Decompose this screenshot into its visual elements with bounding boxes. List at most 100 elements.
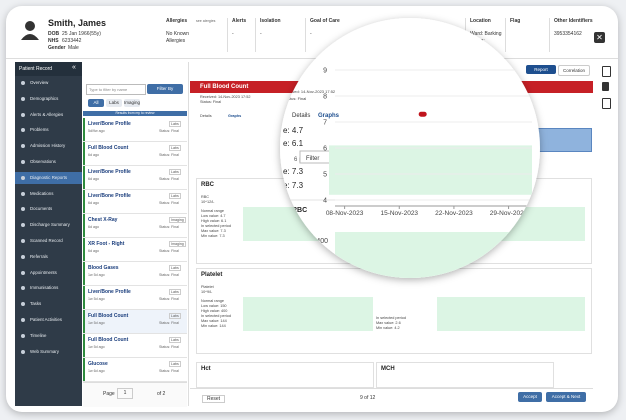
lower-tick-label: 300 [316, 289, 328, 296]
panel-title: RBC [201, 182, 214, 188]
list-item[interactable]: Full Blood Count 1w 5d ago Status: Final La… [83, 334, 187, 358]
y-tick-label: 9 [323, 68, 327, 75]
accept-next-button[interactable]: Accept & Next [546, 392, 586, 402]
list-item[interactable]: Blood Gases 1w 5d ago Status: Final Labs [83, 262, 187, 286]
sidebar-item[interactable]: Tasks [15, 298, 82, 310]
item-title: Full Blood Count [88, 313, 129, 319]
sidebar-item[interactable]: Patient Activities [15, 314, 82, 326]
item-time: 6d ago [88, 153, 99, 157]
panel-line: High value: 6.1 [201, 219, 227, 223]
item-tag: Labs [169, 145, 181, 151]
report-button[interactable]: Report [526, 65, 556, 74]
item-time: 6d ago [88, 249, 99, 253]
banner-label: Flag [510, 18, 521, 24]
nhs: 6233442 [62, 38, 82, 44]
banner-value: Ward: Barking [470, 31, 502, 37]
sidebar-item[interactable]: Problems [15, 124, 82, 136]
y-tick-label: 4 [323, 198, 327, 205]
filter-tab[interactable]: Labs [106, 99, 122, 107]
sidebar-item[interactable]: Referrals [15, 251, 82, 263]
collapse-button[interactable]: « [72, 64, 76, 71]
banner-value: Allergies [166, 38, 186, 44]
item-status: Status: Final [159, 225, 179, 229]
list-item[interactable]: Liver/Bone Profile 5d/9w ago Status: Final… [83, 118, 187, 142]
sidebar-item[interactable]: Alerts & Allergies [15, 109, 82, 121]
mag-tab-details[interactable]: Details [292, 113, 310, 119]
item-tag: Imaging [169, 241, 186, 247]
sidebar-icon [21, 128, 25, 133]
list-item[interactable]: Full Blood Count 6d ago Status: Final Labs [83, 142, 187, 166]
panel-name: RBC [201, 195, 210, 199]
list-item[interactable]: XR Foot - Right 6d ago Status: Final Imagin… [83, 238, 187, 262]
filter-tab[interactable]: All [88, 99, 104, 107]
lower-band [335, 232, 535, 278]
item-status: Status: Final [159, 201, 179, 205]
pager: Page 1 of 2 [83, 382, 187, 407]
sidebar-item[interactable]: Immunisations [15, 282, 82, 294]
nhs-label: NHS [48, 38, 59, 44]
banner-value: No Known [166, 31, 190, 37]
mag-status: Status: Final [284, 96, 306, 101]
sidebar-item[interactable]: Overview [15, 77, 82, 89]
list-item[interactable]: Liver/Bone Profile 6d ago Status: Final Lab… [83, 166, 187, 190]
sidebar-item[interactable]: Demographics [15, 93, 82, 105]
status-bar [83, 286, 85, 309]
sidebar-item[interactable]: Medications [15, 188, 82, 200]
reset-button[interactable]: Reset [202, 395, 226, 403]
sidebar-item[interactable]: Discharge Summary [15, 219, 82, 231]
item-time: 6d ago [88, 177, 99, 181]
sidebar-item[interactable]: Observations [15, 156, 82, 168]
sidebar-icon [21, 270, 25, 275]
normal-range [329, 145, 532, 195]
panel-band [437, 297, 585, 331]
tab-details[interactable]: Details [200, 114, 212, 118]
side-line: Max value: 2.6 [376, 321, 401, 325]
filter-tab[interactable]: Imaging [124, 99, 141, 107]
sidebar-item[interactable]: Documents [15, 203, 82, 215]
status-bar [83, 118, 85, 141]
list-item[interactable]: Chest X-Ray 6d ago Status: Final Imaging [83, 214, 187, 238]
page-of: of 2 [157, 391, 166, 397]
tool-icon[interactable] [602, 98, 611, 109]
list-item[interactable]: Liver/Bone Profile 1w 5d ago Status: Final… [83, 286, 187, 310]
item-status: Status: Final [159, 345, 179, 349]
accept-button[interactable]: Accept [518, 392, 542, 402]
item-time: 1w 5d ago [88, 345, 105, 349]
side-line: In selected period [376, 316, 406, 320]
page-input[interactable]: 1 [117, 388, 133, 399]
sidebar-item[interactable]: Web Summary [15, 346, 82, 358]
tab-graphs[interactable]: Graphs [228, 114, 242, 118]
panel-line: Low value: 150 [201, 304, 227, 308]
sidebar-item[interactable]: Timeline [15, 330, 82, 342]
close-button[interactable]: ✕ [594, 32, 605, 43]
panel-unit: 10^12/L [201, 200, 215, 204]
report-footer: Reset 9 of 12 Accept Accept & Next [190, 388, 593, 407]
filter-button[interactable]: Filter By [147, 84, 183, 94]
sidebar-item[interactable]: Admission History [15, 140, 82, 152]
status-bar [83, 334, 85, 357]
tool-icon[interactable] [602, 66, 611, 77]
list-item[interactable]: Full Blood Count 1w 5d ago Status: Final La… [83, 310, 187, 334]
list-item[interactable]: Liver/Bone Profile 6d ago Status: Final Lab… [83, 190, 187, 214]
sidebar-item[interactable]: Appointments [15, 267, 82, 279]
filter-input[interactable]: Type to filter by name [86, 84, 146, 95]
sidebar-item[interactable]: Scanned Record [15, 235, 82, 247]
mag-tab-graphs[interactable]: Graphs [318, 113, 340, 119]
sidebar-icon [21, 191, 25, 196]
panel-title: Hct [201, 366, 211, 372]
item-time: 1w 6d ago [88, 369, 105, 373]
item-tag: Labs [169, 361, 181, 367]
sidebar-item[interactable]: Diagnostic Reports [15, 171, 82, 184]
panel-band [243, 297, 373, 331]
sidebar-icon [21, 96, 25, 101]
banner-sep [305, 18, 306, 52]
list-item[interactable]: Glucose 1w 6d ago Status: Final Labs [83, 358, 187, 382]
status: Status: Final [200, 100, 222, 104]
tool-icon[interactable] [602, 82, 609, 91]
correlation-button[interactable]: Correlation [558, 65, 590, 76]
lower-tick-label: 350 [316, 263, 328, 270]
item-title: Full Blood Count [88, 145, 129, 151]
mag-filter[interactable]: Filter [306, 156, 319, 162]
status-bar [83, 310, 85, 333]
